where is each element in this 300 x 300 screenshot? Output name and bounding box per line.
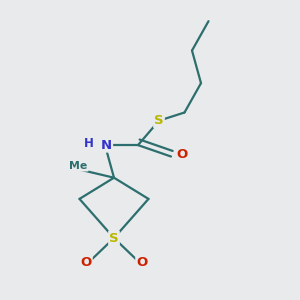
Text: O: O (136, 256, 148, 269)
Text: S: S (109, 232, 119, 244)
Text: N: N (101, 139, 112, 152)
Text: O: O (80, 256, 92, 269)
Text: S: S (154, 114, 164, 127)
Text: O: O (177, 148, 188, 161)
Text: Me: Me (70, 161, 88, 171)
Text: H: H (84, 137, 93, 150)
